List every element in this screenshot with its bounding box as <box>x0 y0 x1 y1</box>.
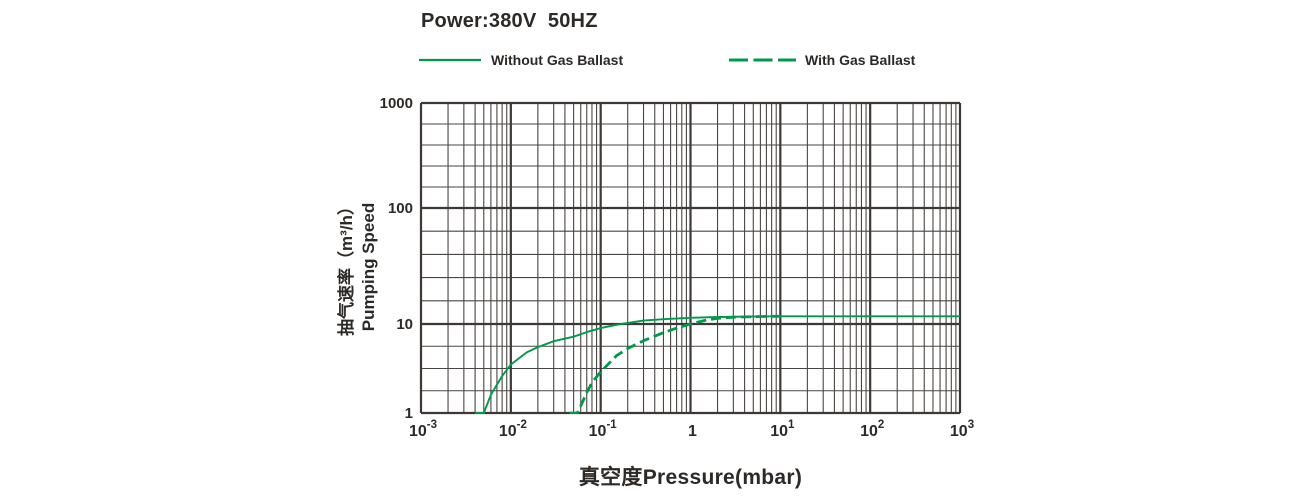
svg-text:10: 10 <box>396 316 413 333</box>
svg-text:100: 100 <box>388 200 413 217</box>
y-axis-title-en: Pumping Speed <box>359 202 378 332</box>
legend-label-with-gas-ballast: With Gas Ballast <box>805 52 916 68</box>
svg-text:103: 103 <box>950 419 974 440</box>
svg-text:101: 101 <box>770 419 795 440</box>
solid-line-swatch <box>419 58 481 62</box>
y-axis-title: 抽气速率（m³/h） Pumping Speed <box>336 198 380 336</box>
x-axis-title: 真空度Pressure(mbar) <box>578 466 803 489</box>
legend-item-without-gas-ballast: Without Gas Ballast <box>417 48 623 72</box>
svg-text:1000: 1000 <box>380 95 413 112</box>
svg-text:10-1: 10-1 <box>589 419 618 440</box>
svg-text:10-2: 10-2 <box>499 419 527 440</box>
y-axis-title-cn: 抽气速率（m³/h） <box>336 198 356 336</box>
svg-text:1: 1 <box>688 423 697 440</box>
legend-item-with-gas-ballast: With Gas Ballast <box>727 48 915 72</box>
chart-title: Power:380V 50HZ <box>421 10 598 32</box>
svg-text:10-3: 10-3 <box>409 419 437 440</box>
dashed-line-swatch <box>729 58 796 62</box>
legend: Without Gas Ballast With Gas Ballast <box>0 48 1300 72</box>
legend-label-without-gas-ballast: Without Gas Ballast <box>491 52 624 68</box>
svg-text:1: 1 <box>405 405 413 422</box>
svg-text:102: 102 <box>860 419 884 440</box>
